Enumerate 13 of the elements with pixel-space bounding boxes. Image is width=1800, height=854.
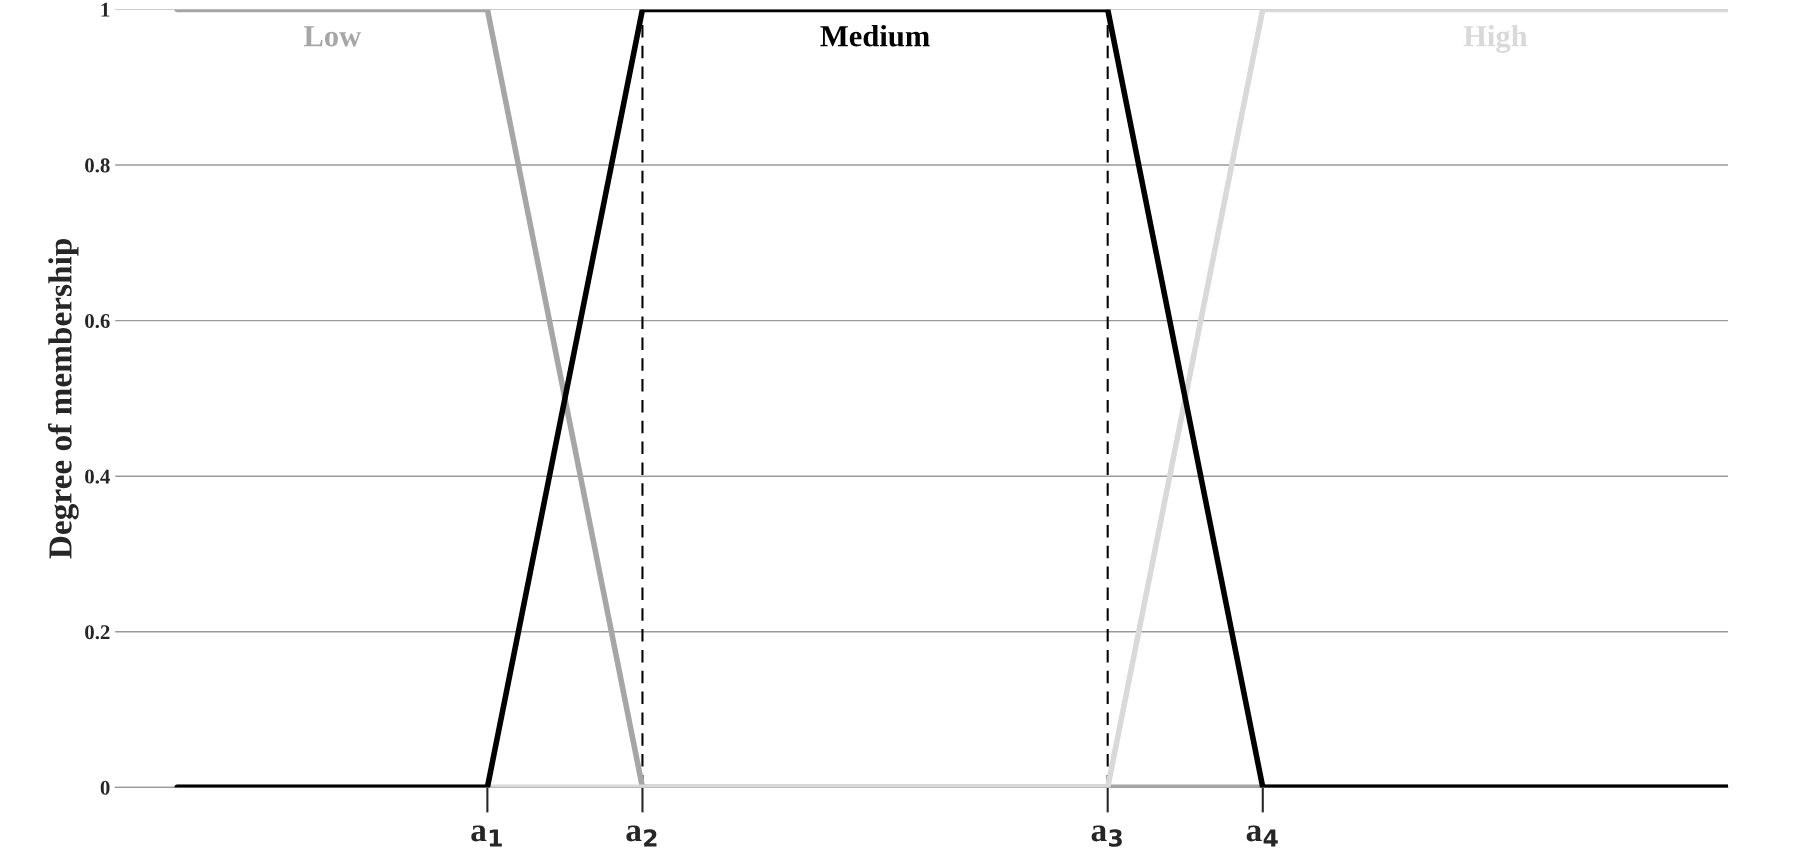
x-tick-label: a$_{3}$ — [1091, 825, 1122, 847]
x-tick-label: a$_{2}$ — [626, 825, 657, 847]
y-tick-label: 0 — [100, 780, 110, 795]
x-tick-label: a$_{4}$ — [1246, 825, 1278, 847]
y-tick-label: 0.8 — [85, 158, 110, 173]
y-tick-label: 0.2 — [85, 625, 110, 640]
y-tick-label: 0.4 — [85, 469, 110, 484]
y-tick-label: 0.6 — [85, 313, 110, 329]
y-axis-title: Degree of membership — [47, 238, 79, 559]
x-tick-label: a$_{1}$ — [471, 825, 502, 847]
series-label: Medium — [820, 24, 930, 47]
y-tick-label: 1 — [101, 2, 110, 17]
series-label: Low — [303, 26, 362, 47]
